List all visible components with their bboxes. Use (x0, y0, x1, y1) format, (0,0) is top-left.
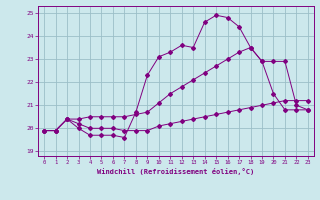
X-axis label: Windchill (Refroidissement éolien,°C): Windchill (Refroidissement éolien,°C) (97, 168, 255, 175)
